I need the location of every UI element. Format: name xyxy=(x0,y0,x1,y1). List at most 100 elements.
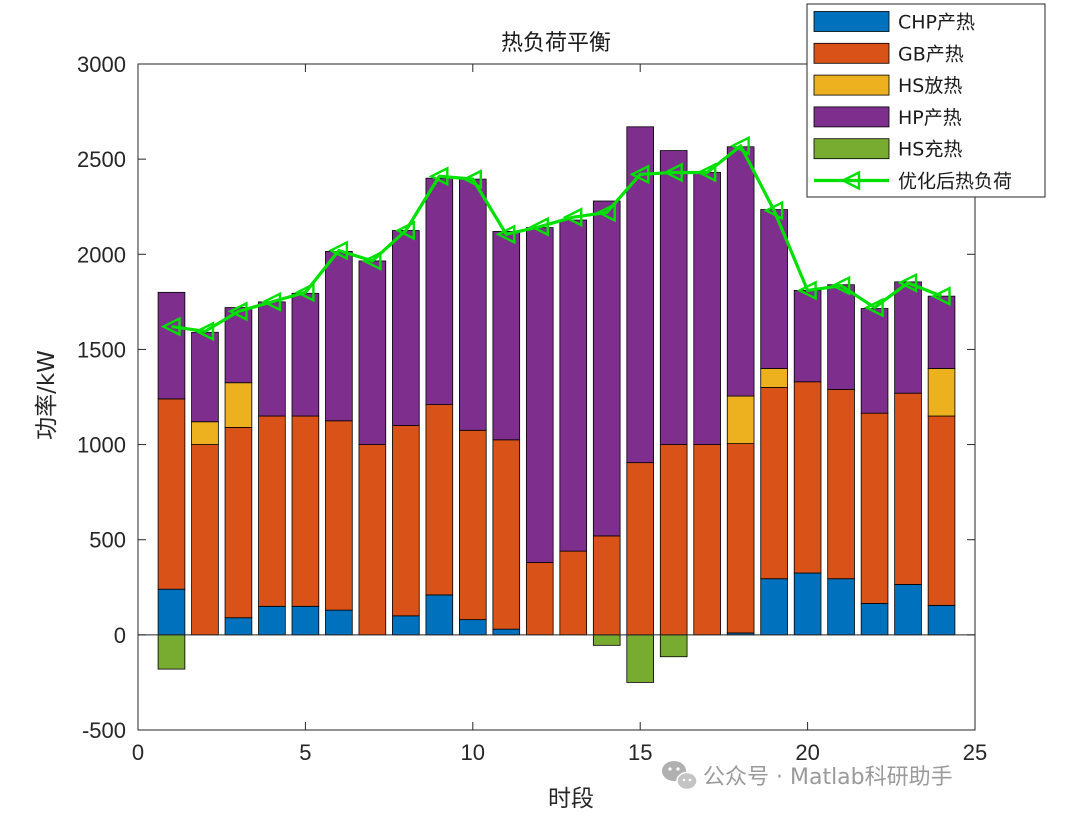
load-marker-t3 xyxy=(227,301,248,322)
bar-s2-t2 xyxy=(191,421,219,445)
bar-s1-t23 xyxy=(894,392,922,585)
bar-s1-t9 xyxy=(425,404,454,596)
load-marker-t13 xyxy=(562,207,583,228)
bar-s1-t21 xyxy=(827,388,855,580)
x-axis-title: 时段 xyxy=(548,786,594,812)
bar-s0-t21 xyxy=(827,578,855,636)
load-marker-t11 xyxy=(495,224,516,245)
y-tick-label-0: 0 xyxy=(114,623,126,648)
bar-s0-t24 xyxy=(927,604,956,636)
bar-s1-t2 xyxy=(191,444,219,636)
bar-s1-t13 xyxy=(559,550,588,636)
legend-swatch-0 xyxy=(813,11,890,32)
legend-swatch-4 xyxy=(813,138,890,160)
bar-s3-t12 xyxy=(525,227,554,563)
load-marker-t17 xyxy=(696,162,717,183)
bar-s3-t18 xyxy=(726,146,755,397)
load-marker-t10 xyxy=(462,169,482,190)
load-marker-t8 xyxy=(395,220,416,241)
bar-s3-t6 xyxy=(325,251,353,422)
legend-label-4: HS充热 xyxy=(898,139,962,161)
bar-s1-t16 xyxy=(659,444,688,636)
legend-label-1: GB产热 xyxy=(898,43,964,65)
legend-swatch-1 xyxy=(813,42,890,64)
bar-s4-t15 xyxy=(626,634,654,683)
x-tick-label-10: 10 xyxy=(461,740,485,765)
bar-s0-t9 xyxy=(425,594,454,636)
load-marker-t21 xyxy=(830,275,851,296)
bar-s0-t22 xyxy=(860,603,889,636)
x-tick-label-20: 20 xyxy=(795,740,819,765)
legend-label-0: CHP产热 xyxy=(898,12,975,34)
bar-s3-t4 xyxy=(258,301,286,417)
load-line xyxy=(160,135,951,342)
bar-s3-t17 xyxy=(693,172,721,445)
bar-s4-t16 xyxy=(659,634,688,658)
bar-s3-t13 xyxy=(559,219,588,552)
bar-s0-t23 xyxy=(894,584,922,636)
bar-s3-t10 xyxy=(459,178,487,431)
bar-s2-t3 xyxy=(224,382,253,428)
x-tick-label-0: 0 xyxy=(132,740,144,765)
y-tick-label--500: -500 xyxy=(82,718,126,743)
x-tick-label-25: 25 xyxy=(963,740,987,765)
bar-s1-t11 xyxy=(492,439,521,630)
legend-label-3: HP产热 xyxy=(898,107,962,129)
bar-s1-t17 xyxy=(693,444,721,636)
bar-s3-t19 xyxy=(760,209,788,369)
bar-s1-t6 xyxy=(325,420,353,611)
load-marker-t15 xyxy=(629,164,650,185)
bar-s0-t19 xyxy=(760,578,788,636)
bar-s0-t20 xyxy=(793,572,822,636)
legend-swatch-3 xyxy=(813,106,890,128)
load-marker-t12 xyxy=(529,216,549,237)
y-tick-label-2500: 2500 xyxy=(77,147,126,172)
bar-s0-t3 xyxy=(224,617,253,636)
load-marker-t14 xyxy=(596,202,616,223)
y-tick-label-500: 500 xyxy=(89,528,126,553)
bar-s3-t20 xyxy=(793,290,822,383)
bar-s0-t1 xyxy=(157,588,186,636)
load-marker-t1 xyxy=(160,316,181,337)
bar-s1-t18 xyxy=(726,443,755,634)
x-tick-label-15: 15 xyxy=(628,740,652,765)
bar-s1-t15 xyxy=(626,462,654,636)
bar-s1-t8 xyxy=(392,425,420,617)
watermark-text: 公众号 · Matlab科研助手 xyxy=(703,765,953,790)
bar-s3-t5 xyxy=(291,292,320,417)
bar-s1-t3 xyxy=(224,427,253,619)
bar-s0-t8 xyxy=(392,615,420,636)
bar-s1-t19 xyxy=(760,387,788,580)
bar-s2-t19 xyxy=(760,368,788,388)
load-marker-t23 xyxy=(897,272,918,293)
x-tick-label-5: 5 xyxy=(299,740,311,765)
bar-s3-t14 xyxy=(592,200,621,537)
load-marker-t4 xyxy=(261,291,282,312)
load-marker-t9 xyxy=(428,166,449,187)
load-marker-t7 xyxy=(361,251,382,271)
bar-s4-t1 xyxy=(157,634,186,670)
bar-s0-t10 xyxy=(459,619,487,636)
watermark: 公众号 · Matlab科研助手 xyxy=(662,761,953,791)
load-marker-t19 xyxy=(763,200,784,221)
bar-s3-t23 xyxy=(894,281,922,394)
load-marker-t6 xyxy=(328,240,349,261)
bar-s3-t2 xyxy=(191,331,219,423)
bar-s3-t24 xyxy=(927,295,956,369)
bar-s0-t4 xyxy=(258,605,286,636)
axes xyxy=(137,63,976,731)
bar-s4-t14 xyxy=(592,634,621,646)
bar-s3-t3 xyxy=(224,307,253,384)
load-marker-t5 xyxy=(294,282,315,303)
legend-swatch-2 xyxy=(813,74,890,96)
bar-s1-t12 xyxy=(525,562,554,636)
load-marker-t2 xyxy=(194,321,215,342)
y-tick-label-3000: 3000 xyxy=(77,52,126,77)
bar-s1-t4 xyxy=(258,415,286,607)
bar-s1-t14 xyxy=(592,535,621,636)
bar-s2-t24 xyxy=(927,368,956,417)
bar-s1-t10 xyxy=(459,429,487,621)
y-tick-label-2000: 2000 xyxy=(77,242,126,267)
